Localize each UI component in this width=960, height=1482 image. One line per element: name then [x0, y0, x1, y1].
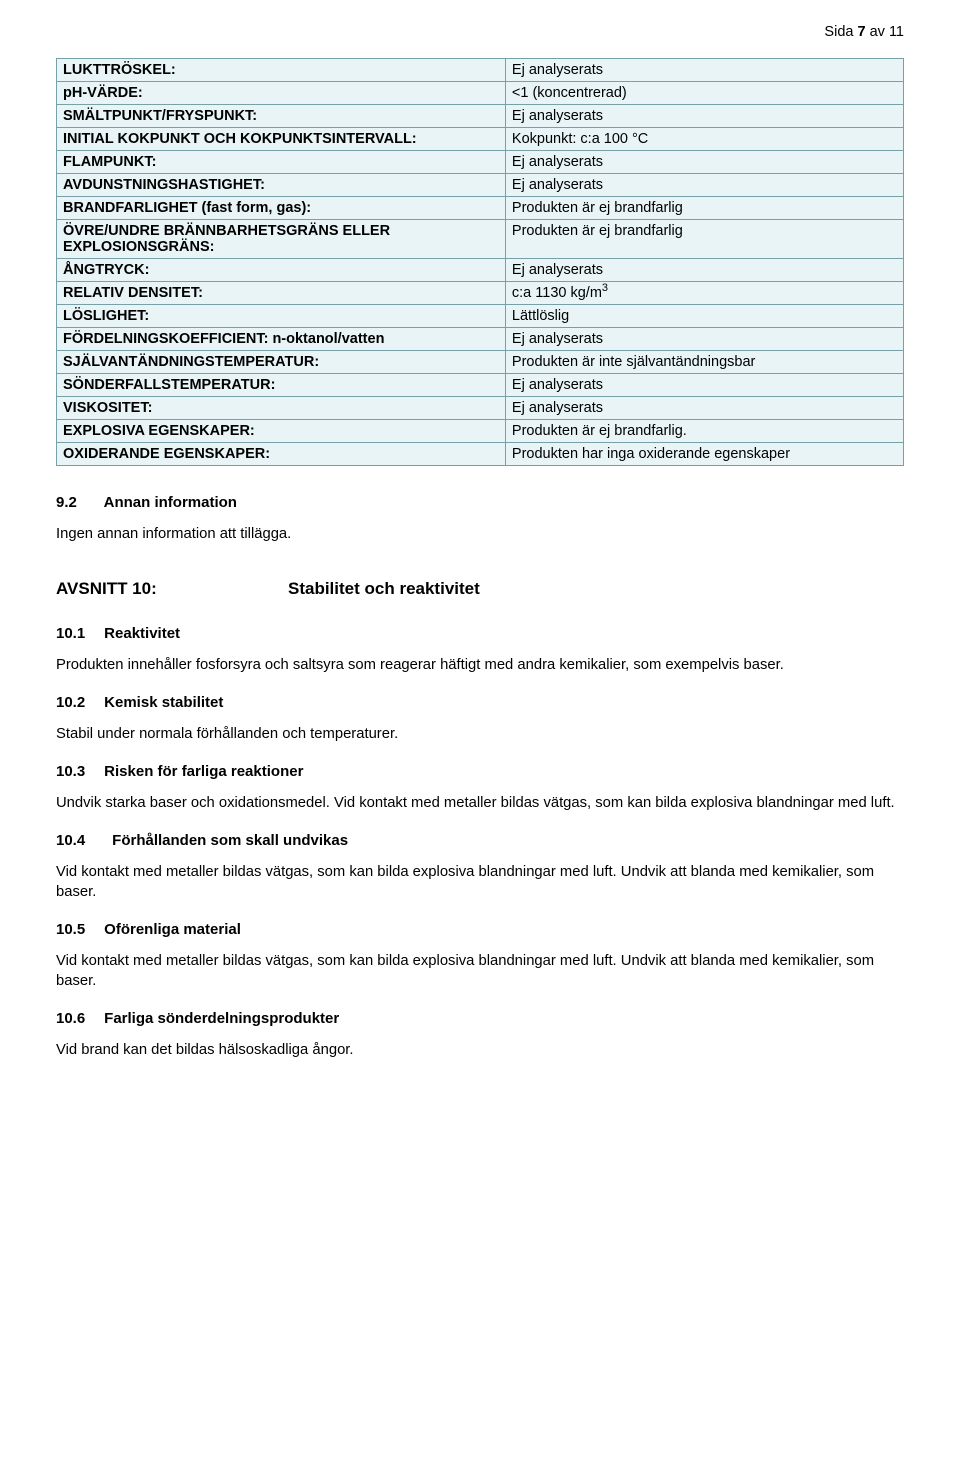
property-label: OXIDERANDE EGENSKAPER:: [57, 443, 506, 466]
property-value: Lättlöslig: [505, 305, 903, 328]
property-label: pH-VÄRDE:: [57, 82, 506, 105]
property-row: VISKOSITET:Ej analyserats: [57, 397, 904, 420]
property-label: SÖNDERFALLSTEMPERATUR:: [57, 374, 506, 397]
property-row: ÅNGTRYCK:Ej analyserats: [57, 259, 904, 282]
property-row: OXIDERANDE EGENSKAPER:Produkten har inga…: [57, 443, 904, 466]
heading-10-1-title: Reaktivitet: [104, 625, 180, 642]
property-label: LÖSLIGHET:: [57, 305, 506, 328]
property-row: SJÄLVANTÄNDNINGSTEMPERATUR:Produkten är …: [57, 351, 904, 374]
heading-10-6: 10.6 Farliga sönderdelningsprodukter: [56, 1010, 904, 1027]
property-label: SJÄLVANTÄNDNINGSTEMPERATUR:: [57, 351, 506, 374]
property-value: Produkten har inga oxiderande egenskaper: [505, 443, 903, 466]
property-row: pH-VÄRDE:<1 (koncentrerad): [57, 82, 904, 105]
heading-10-2: 10.2 Kemisk stabilitet: [56, 694, 904, 711]
heading-10-3: 10.3 Risken för farliga reaktioner: [56, 763, 904, 780]
body-9-2: Ingen annan information att tillägga.: [56, 525, 904, 545]
page-number: Sida 7 av 11: [56, 24, 904, 40]
heading-10-4-num: 10.4: [56, 832, 108, 849]
property-row: AVDUNSTNINGSHASTIGHET:Ej analyserats: [57, 174, 904, 197]
property-row: LÖSLIGHET:Lättlöslig: [57, 305, 904, 328]
page-number-prefix: Sida: [824, 24, 857, 40]
page: Sida 7 av 11 LUKTTRÖSKEL:Ej analyseratsp…: [0, 0, 960, 1117]
heading-10-4-title: Förhållanden som skall undvikas: [112, 832, 348, 849]
heading-10-5-title: Oförenliga material: [104, 921, 241, 938]
property-value: c:a 1130 kg/m3: [505, 282, 903, 305]
heading-section-10: AVSNITT 10: Stabilitet och reaktivitet: [56, 579, 904, 599]
property-row: BRANDFARLIGHET (fast form, gas):Produkte…: [57, 197, 904, 220]
body-10-6: Vid brand kan det bildas hälsoskadliga å…: [56, 1041, 904, 1061]
property-row: INITIAL KOKPUNKT OCH KOKPUNKTSINTERVALL:…: [57, 128, 904, 151]
property-value: Ej analyserats: [505, 174, 903, 197]
heading-10-4: 10.4 Förhållanden som skall undvikas: [56, 832, 904, 849]
heading-10-3-num: 10.3: [56, 763, 100, 780]
heading-10-1-num: 10.1: [56, 625, 100, 642]
property-value: Ej analyserats: [505, 259, 903, 282]
property-row: SMÄLTPUNKT/FRYSPUNKT:Ej analyserats: [57, 105, 904, 128]
properties-table: LUKTTRÖSKEL:Ej analyseratspH-VÄRDE:<1 (k…: [56, 58, 904, 466]
superscript: 3: [602, 282, 608, 294]
heading-9-2-title: Annan information: [104, 494, 237, 511]
property-label: FÖRDELNINGSKOEFFICIENT: n-oktanol/vatten: [57, 328, 506, 351]
property-value: Ej analyserats: [505, 151, 903, 174]
heading-9-2: 9.2 Annan information: [56, 494, 904, 511]
property-value: Produkten är ej brandfarlig.: [505, 420, 903, 443]
property-row: EXPLOSIVA EGENSKAPER:Produkten är ej bra…: [57, 420, 904, 443]
property-value: Produkten är ej brandfarlig: [505, 197, 903, 220]
page-number-current: 7: [857, 24, 865, 40]
property-row: LUKTTRÖSKEL:Ej analyserats: [57, 59, 904, 82]
heading-10-3-title: Risken för farliga reaktioner: [104, 763, 303, 780]
property-value: Ej analyserats: [505, 397, 903, 420]
page-number-total: 11: [889, 24, 904, 40]
heading-section-10-title: Stabilitet och reaktivitet: [288, 579, 480, 599]
property-value: Ej analyserats: [505, 105, 903, 128]
property-label: BRANDFARLIGHET (fast form, gas):: [57, 197, 506, 220]
property-row: FLAMPUNKT:Ej analyserats: [57, 151, 904, 174]
heading-10-5: 10.5 Oförenliga material: [56, 921, 904, 938]
heading-10-1: 10.1 Reaktivitet: [56, 625, 904, 642]
property-label: ÖVRE/UNDRE BRÄNNBARHETSGRÄNS ELLER EXPLO…: [57, 220, 506, 259]
property-value: Ej analyserats: [505, 59, 903, 82]
property-value: Produkten är inte självantändningsbar: [505, 351, 903, 374]
heading-10-6-num: 10.6: [56, 1010, 100, 1027]
property-label: ÅNGTRYCK:: [57, 259, 506, 282]
property-value: Produkten är ej brandfarlig: [505, 220, 903, 259]
property-value: Kokpunkt: c:a 100 °C: [505, 128, 903, 151]
property-label: SMÄLTPUNKT/FRYSPUNKT:: [57, 105, 506, 128]
property-label: RELATIV DENSITET:: [57, 282, 506, 305]
page-number-mid: av: [866, 24, 889, 40]
body-10-4: Vid kontakt med metaller bildas vätgas, …: [56, 863, 904, 903]
body-10-3: Undvik starka baser och oxidationsmedel.…: [56, 794, 904, 814]
property-label: AVDUNSTNINGSHASTIGHET:: [57, 174, 506, 197]
property-label: VISKOSITET:: [57, 397, 506, 420]
property-label: LUKTTRÖSKEL:: [57, 59, 506, 82]
property-label: EXPLOSIVA EGENSKAPER:: [57, 420, 506, 443]
body-10-2: Stabil under normala förhållanden och te…: [56, 725, 904, 745]
property-label: FLAMPUNKT:: [57, 151, 506, 174]
property-label: INITIAL KOKPUNKT OCH KOKPUNKTSINTERVALL:: [57, 128, 506, 151]
body-10-1: Produkten innehåller fosforsyra och salt…: [56, 656, 904, 676]
property-row: SÖNDERFALLSTEMPERATUR:Ej analyserats: [57, 374, 904, 397]
heading-section-10-label: AVSNITT 10:: [56, 579, 288, 599]
property-value: <1 (koncentrerad): [505, 82, 903, 105]
property-row: FÖRDELNINGSKOEFFICIENT: n-oktanol/vatten…: [57, 328, 904, 351]
heading-10-2-title: Kemisk stabilitet: [104, 694, 223, 711]
property-row: RELATIV DENSITET:c:a 1130 kg/m3: [57, 282, 904, 305]
heading-10-2-num: 10.2: [56, 694, 100, 711]
heading-9-2-num: 9.2: [56, 494, 100, 511]
heading-10-6-title: Farliga sönderdelningsprodukter: [104, 1010, 339, 1027]
property-value: Ej analyserats: [505, 374, 903, 397]
property-row: ÖVRE/UNDRE BRÄNNBARHETSGRÄNS ELLER EXPLO…: [57, 220, 904, 259]
property-value: Ej analyserats: [505, 328, 903, 351]
body-10-5: Vid kontakt med metaller bildas vätgas, …: [56, 952, 904, 992]
heading-10-5-num: 10.5: [56, 921, 100, 938]
